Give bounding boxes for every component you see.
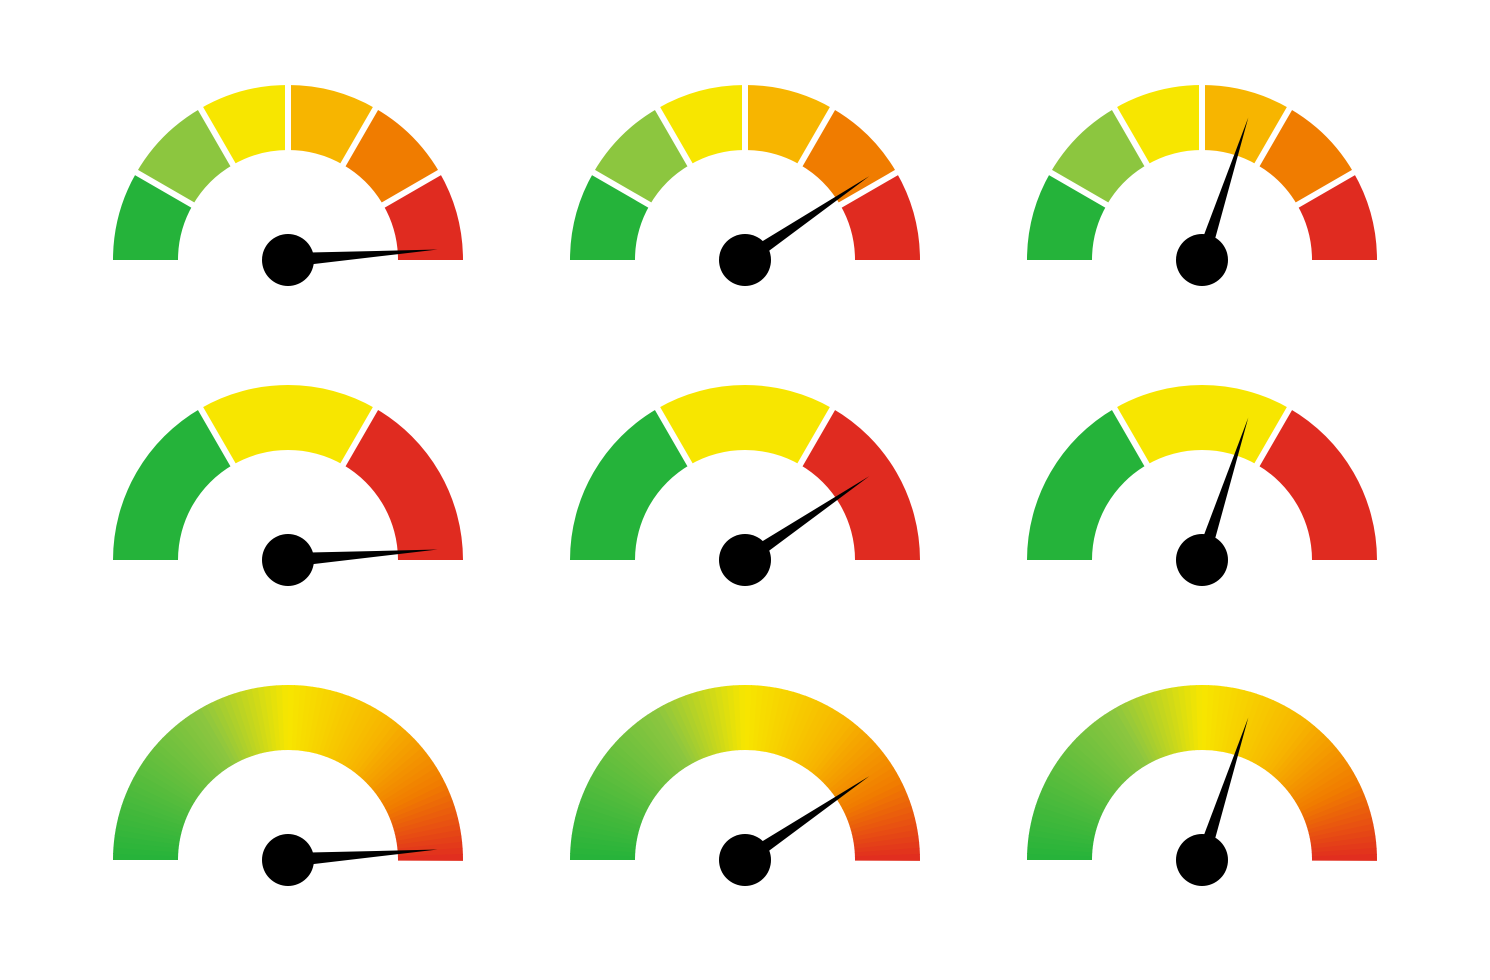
gauge-hub [719,534,771,586]
gauge-cell-0-2 [973,40,1430,340]
gauge-0-1 [545,60,945,320]
gauge-cell-2-1 [517,640,974,940]
gauge-grid [0,0,1490,980]
gauge-1-1 [545,360,945,620]
gauge-2-0 [88,660,488,920]
gauge-0-0 [88,60,488,320]
gauge-2-1 [545,660,945,920]
gauge-2-2 [1002,660,1402,920]
gauge-cell-1-2 [973,340,1430,640]
gauge-hub [719,234,771,286]
gauge-cell-0-1 [517,40,974,340]
gauge-cell-1-0 [60,340,517,640]
gauge-hub [262,834,314,886]
gauge-cell-0-0 [60,40,517,340]
gauge-1-2 [1002,360,1402,620]
gauge-0-2 [1002,60,1402,320]
gauge-hub [719,834,771,886]
gauge-hub [262,534,314,586]
gauge-hub [1176,834,1228,886]
gauge-cell-2-2 [973,640,1430,940]
gauge-cell-1-1 [517,340,974,640]
gauge-cell-2-0 [60,640,517,940]
gauge-hub [1176,234,1228,286]
gauge-1-0 [88,360,488,620]
gauge-hub [262,234,314,286]
gauge-hub [1176,534,1228,586]
